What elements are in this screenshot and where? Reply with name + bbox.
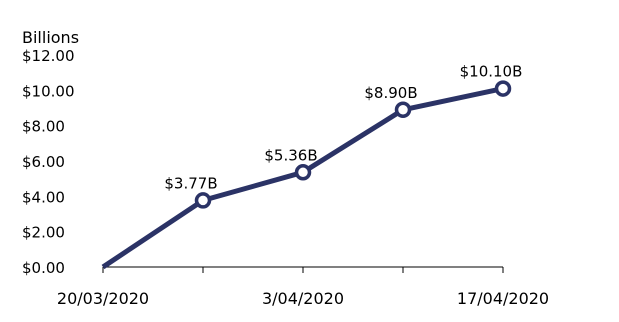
y-tick-label: $12.00 [22, 47, 75, 65]
y-tick-label: $10.00 [22, 82, 75, 100]
data-point [194, 192, 212, 209]
data-labels: $3.77B $5.36B $8.90B $10.10B [164, 63, 522, 193]
data-label: $8.90B [364, 84, 417, 102]
x-tick-label: 3/04/2020 [262, 289, 344, 308]
x-tick-label: 20/03/2020 [57, 289, 149, 308]
y-axis: $0.00 $2.00 $4.00 $6.00 $8.00 $10.00 $12.00 [22, 47, 75, 277]
y-tick-label: $4.00 [22, 188, 65, 206]
series-group [101, 80, 512, 270]
x-axis: 20/03/2020 3/04/2020 17/04/2020 [57, 266, 549, 308]
x-tick-label: 17/04/2020 [457, 289, 549, 308]
y-tick-label: $6.00 [22, 153, 65, 171]
y-tick-label: $0.00 [22, 259, 65, 277]
data-point [294, 164, 312, 181]
y-tick-label: $8.00 [22, 118, 65, 136]
y-tick-label: $2.00 [22, 224, 65, 242]
unit-label: Billions [22, 28, 79, 47]
data-point [394, 101, 412, 119]
data-label: $10.10B [460, 63, 523, 81]
data-label: $3.77B [164, 174, 217, 192]
data-label: $5.36B [264, 146, 317, 164]
data-point [494, 80, 512, 97]
